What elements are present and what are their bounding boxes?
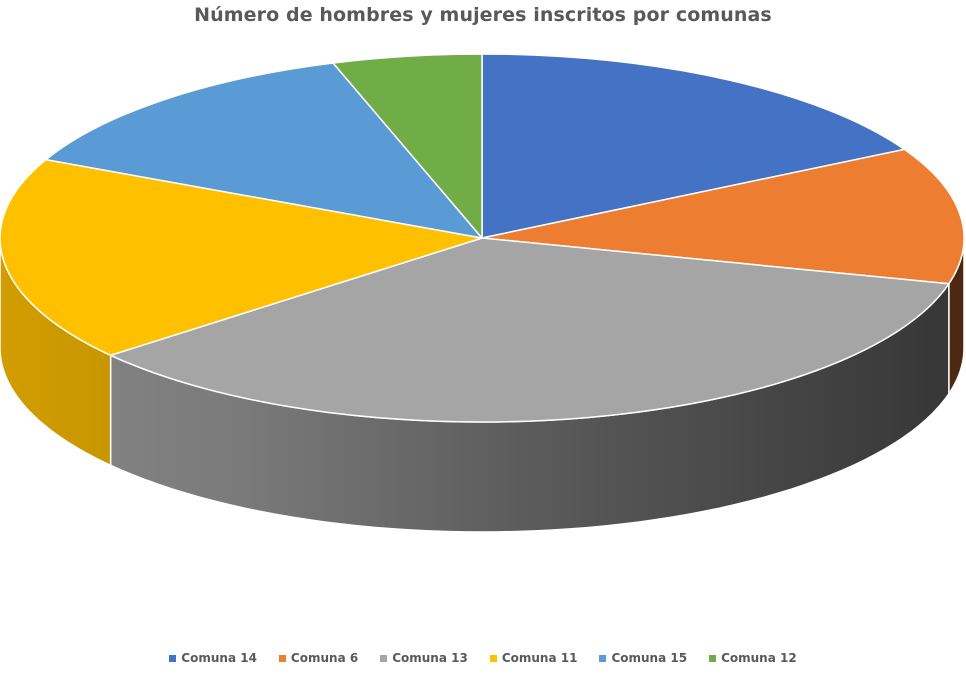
legend-item-comuna-11: Comuna 11 xyxy=(489,651,578,665)
legend-item-comuna-6: Comuna 6 xyxy=(278,651,359,665)
pie-slice-comuna-13 xyxy=(109,237,950,423)
legend-label: Comuna 15 xyxy=(611,651,688,665)
legend-label: Comuna 11 xyxy=(501,651,578,665)
pie-slice-comuna-6 xyxy=(481,148,965,285)
legend-swatch xyxy=(709,654,717,662)
legend-swatch xyxy=(278,654,286,662)
chart-title: Número de hombres y mujeres inscritos po… xyxy=(194,4,772,26)
pie-slice-comuna-11 xyxy=(0,158,483,357)
legend-label: Comuna 14 xyxy=(181,651,257,665)
legend: Comuna 14 Comuna 6 Comuna 13 Comuna 11 Comun… xyxy=(0,651,966,665)
legend-item-comuna-12: Comuna 12 xyxy=(709,651,797,665)
pie-sides xyxy=(0,237,965,533)
legend-swatch xyxy=(380,654,388,662)
legend-swatch xyxy=(489,654,497,662)
legend-item-comuna-15: Comuna 15 xyxy=(599,651,687,665)
legend-item-comuna-14: Comuna 14 xyxy=(169,651,257,665)
legend-label: Comuna 6 xyxy=(290,651,359,665)
pie-slice-comuna-15 xyxy=(45,62,483,239)
pie-slice-comuna-12 xyxy=(332,53,483,239)
legend-swatch xyxy=(599,654,607,662)
legend-item-comuna-13: Comuna 13 xyxy=(380,651,468,665)
pie-slices xyxy=(0,53,965,423)
pie-slice-comuna-14 xyxy=(481,53,906,239)
legend-label: Comuna 12 xyxy=(721,651,797,665)
legend-swatch xyxy=(169,654,177,662)
legend-label: Comuna 13 xyxy=(392,651,468,665)
